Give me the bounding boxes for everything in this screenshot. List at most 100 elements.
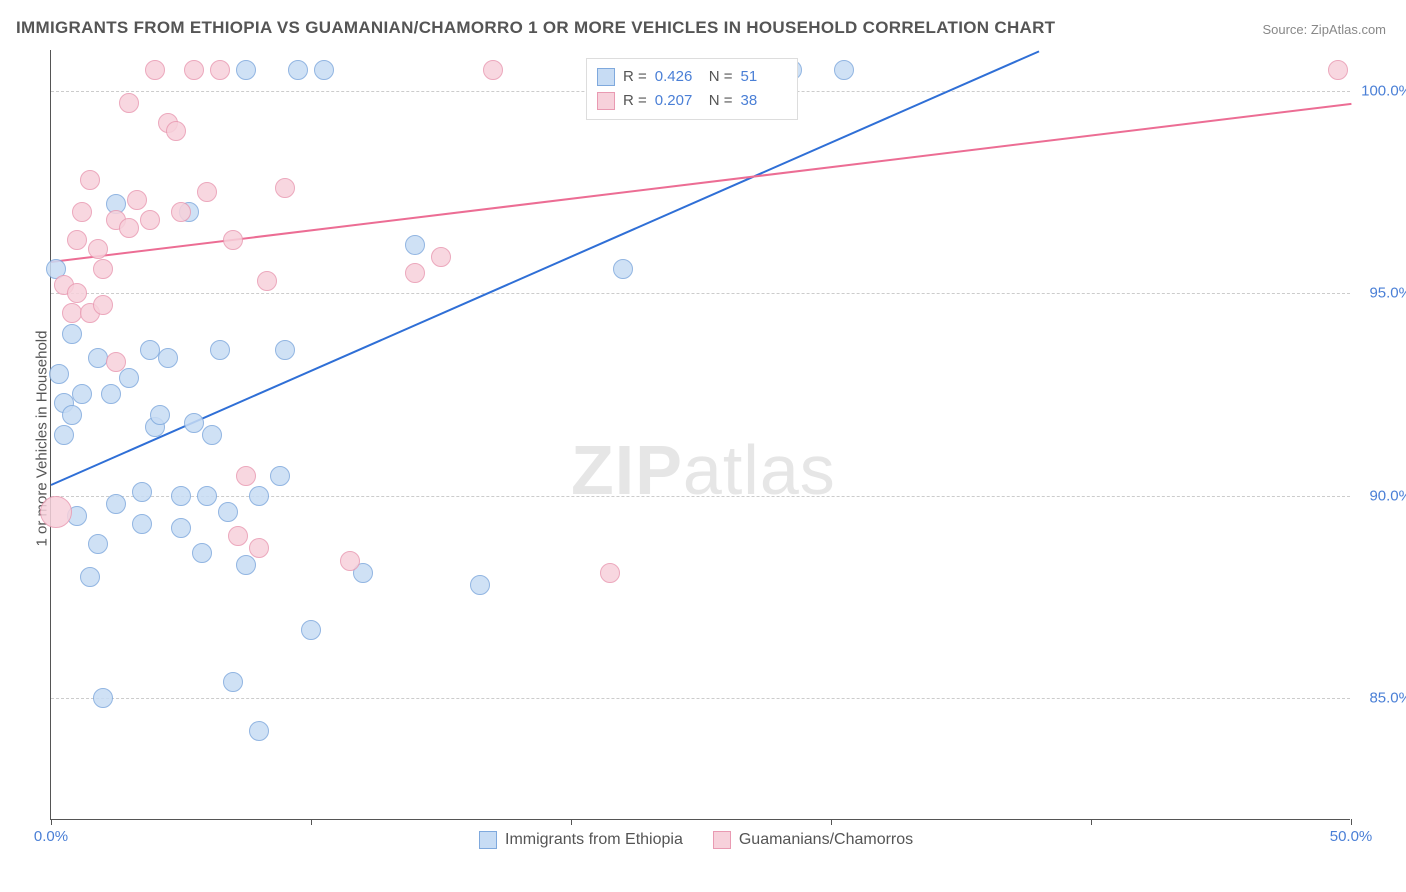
scatter-point: [197, 486, 217, 506]
y-tick-label: 95.0%: [1356, 285, 1406, 302]
scatter-point: [405, 263, 425, 283]
scatter-point: [171, 486, 191, 506]
scatter-point: [184, 413, 204, 433]
scatter-point: [119, 368, 139, 388]
scatter-point: [288, 60, 308, 80]
scatter-point: [127, 190, 147, 210]
scatter-point: [132, 514, 152, 534]
legend-n-label: N =: [709, 89, 733, 113]
watermark-light: atlas: [683, 431, 836, 509]
trend-line: [51, 103, 1351, 263]
legend-r-label: R =: [623, 89, 647, 113]
scatter-point: [166, 121, 186, 141]
scatter-point: [275, 178, 295, 198]
scatter-point: [249, 486, 269, 506]
scatter-point: [223, 230, 243, 250]
scatter-point: [62, 303, 82, 323]
x-tick-mark: [1091, 819, 1092, 825]
legend-n-value: 51: [741, 65, 787, 89]
watermark-text: ZIPatlas: [571, 430, 836, 510]
scatter-point: [223, 672, 243, 692]
legend-n-value: 38: [741, 89, 787, 113]
series-legend: Immigrants from Ethiopia Guamanians/Chamo…: [471, 831, 921, 849]
scatter-point: [80, 170, 100, 190]
scatter-point: [171, 518, 191, 538]
legend-row: R = 0.426 N = 51: [597, 65, 787, 89]
scatter-point: [119, 218, 139, 238]
legend-swatch: [597, 68, 615, 86]
scatter-point: [49, 364, 69, 384]
x-tick-mark: [1351, 819, 1352, 825]
correlation-legend: R = 0.426 N = 51 R = 0.207 N = 38: [586, 58, 798, 120]
y-axis-label: 1 or more Vehicles in Household: [34, 309, 51, 569]
legend-item: Immigrants from Ethiopia: [479, 831, 683, 849]
legend-row: R = 0.207 N = 38: [597, 89, 787, 113]
scatter-point: [88, 239, 108, 259]
scatter-point: [340, 551, 360, 571]
scatter-point: [88, 348, 108, 368]
scatter-point: [202, 425, 222, 445]
scatter-point: [93, 295, 113, 315]
scatter-point: [613, 259, 633, 279]
x-tick-mark: [831, 819, 832, 825]
x-tick-mark: [311, 819, 312, 825]
grid-line-horizontal: [51, 496, 1350, 497]
legend-series-label: Immigrants from Ethiopia: [505, 831, 683, 849]
legend-series-label: Guamanians/Chamorros: [739, 831, 913, 849]
scatter-point: [470, 575, 490, 595]
y-tick-label: 85.0%: [1356, 690, 1406, 707]
scatter-point: [236, 555, 256, 575]
y-tick-label: 90.0%: [1356, 487, 1406, 504]
scatter-point: [483, 60, 503, 80]
scatter-point: [150, 405, 170, 425]
scatter-point: [236, 466, 256, 486]
scatter-point: [431, 247, 451, 267]
scatter-point: [93, 259, 113, 279]
scatter-point: [62, 324, 82, 344]
chart-plot-area: ZIPatlas 85.0%90.0%95.0%100.0%0.0%50.0%R…: [50, 50, 1350, 820]
scatter-point: [80, 567, 100, 587]
legend-r-value: 0.426: [655, 65, 701, 89]
scatter-point: [184, 60, 204, 80]
x-tick-mark: [51, 819, 52, 825]
scatter-point: [834, 60, 854, 80]
watermark-bold: ZIP: [571, 431, 683, 509]
scatter-point: [210, 340, 230, 360]
scatter-point: [140, 210, 160, 230]
scatter-point: [197, 182, 217, 202]
scatter-point: [171, 202, 191, 222]
scatter-point: [1328, 60, 1348, 80]
grid-line-horizontal: [51, 698, 1350, 699]
source-label: Source: ZipAtlas.com: [1262, 22, 1386, 37]
scatter-point: [106, 352, 126, 372]
scatter-point: [257, 271, 277, 291]
legend-swatch: [597, 92, 615, 110]
grid-line-horizontal: [51, 293, 1350, 294]
legend-r-value: 0.207: [655, 89, 701, 113]
scatter-point: [88, 534, 108, 554]
legend-r-label: R =: [623, 65, 647, 89]
x-tick-mark: [571, 819, 572, 825]
scatter-point: [275, 340, 295, 360]
scatter-point: [132, 482, 152, 502]
scatter-point: [249, 538, 269, 558]
x-tick-label: 0.0%: [34, 828, 68, 845]
legend-n-label: N =: [709, 65, 733, 89]
scatter-point: [106, 494, 126, 514]
scatter-point: [314, 60, 334, 80]
scatter-point: [218, 502, 238, 522]
scatter-point: [67, 283, 87, 303]
scatter-point: [119, 93, 139, 113]
chart-title: IMMIGRANTS FROM ETHIOPIA VS GUAMANIAN/CH…: [16, 18, 1055, 38]
scatter-point: [158, 348, 178, 368]
scatter-point: [405, 235, 425, 255]
legend-swatch: [479, 831, 497, 849]
scatter-point: [145, 60, 165, 80]
x-tick-label: 50.0%: [1330, 828, 1373, 845]
scatter-point: [192, 543, 212, 563]
legend-item: Guamanians/Chamorros: [713, 831, 913, 849]
scatter-point: [140, 340, 160, 360]
scatter-point: [249, 721, 269, 741]
scatter-point: [301, 620, 321, 640]
scatter-point: [101, 384, 121, 404]
